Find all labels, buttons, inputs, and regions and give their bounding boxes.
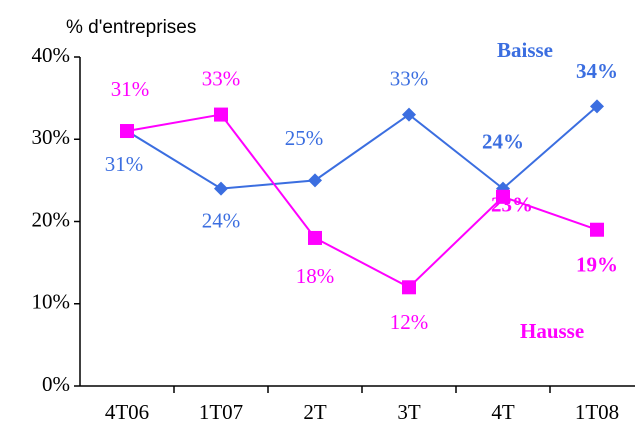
x-tick-label: 1T08 bbox=[575, 400, 619, 424]
y-axis-label: % d'entreprises bbox=[66, 17, 196, 38]
marker bbox=[308, 173, 322, 188]
y-tick-label: 20% bbox=[32, 207, 71, 231]
marker bbox=[214, 181, 228, 196]
value-label: 31% bbox=[105, 152, 144, 176]
x-tick-label: 3T bbox=[397, 400, 421, 424]
marker bbox=[120, 124, 134, 139]
value-label: 18% bbox=[296, 264, 335, 288]
value-label: 24% bbox=[202, 208, 241, 232]
series-name: Hausse bbox=[520, 319, 584, 343]
value-label: 23% bbox=[491, 193, 533, 217]
marker bbox=[402, 280, 416, 295]
value-label: 19% bbox=[576, 253, 618, 277]
y-tick-label: 40% bbox=[32, 43, 71, 67]
marker bbox=[402, 107, 416, 122]
y-tick-label: 0% bbox=[42, 372, 70, 396]
marker bbox=[308, 230, 322, 245]
marker bbox=[590, 99, 604, 114]
value-label: 33% bbox=[390, 66, 429, 90]
value-label: 12% bbox=[390, 310, 429, 334]
marker bbox=[214, 107, 228, 122]
y-tick-label: 30% bbox=[32, 125, 71, 149]
series-name: Baisse bbox=[497, 38, 553, 62]
marker bbox=[590, 222, 604, 237]
x-tick-label: 1T07 bbox=[199, 400, 243, 424]
value-label: 34% bbox=[576, 59, 618, 83]
value-label: 31% bbox=[111, 77, 150, 101]
x-tick-label: 4T06 bbox=[105, 400, 149, 424]
x-tick-label: 4T bbox=[491, 400, 515, 424]
series-line bbox=[126, 105, 598, 190]
value-label: 33% bbox=[202, 66, 241, 90]
marker bbox=[496, 189, 510, 204]
series-line bbox=[126, 113, 598, 289]
y-tick-label: 10% bbox=[32, 290, 71, 314]
value-label: 25% bbox=[285, 126, 324, 150]
x-tick-label: 2T bbox=[303, 400, 327, 424]
value-label: 24% bbox=[482, 129, 524, 153]
